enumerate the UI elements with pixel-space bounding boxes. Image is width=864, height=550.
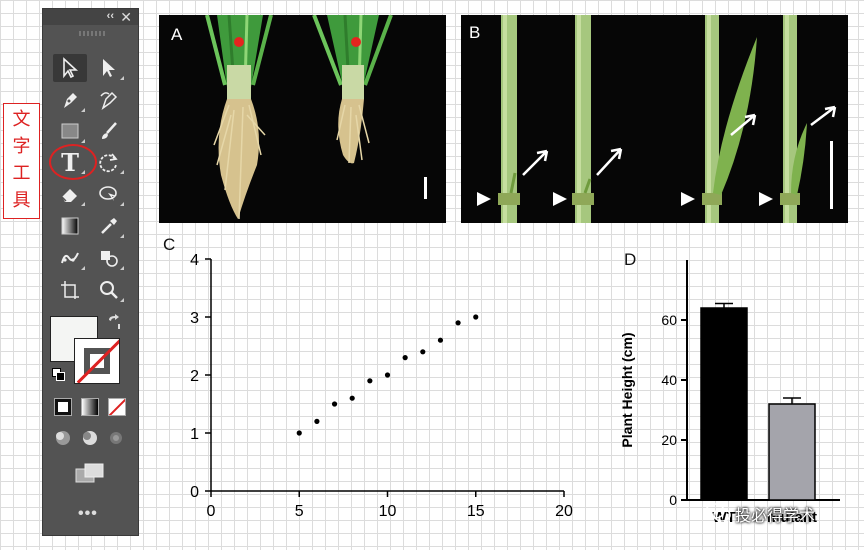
y-tick-label: 1 (190, 426, 199, 443)
pen-tool[interactable] (53, 86, 87, 114)
scatter-point (420, 349, 426, 355)
panel-grip-handle[interactable] (79, 31, 105, 36)
scatter-point (455, 320, 461, 326)
x-tick-label: 10 (379, 503, 397, 520)
scatter-point (296, 430, 302, 436)
y-axis-label: Plant Height (cm) (619, 332, 635, 447)
draw-inside-icon (110, 432, 122, 444)
eraser-icon (61, 189, 77, 202)
panel-a-photo: A (159, 15, 446, 223)
selection-tool[interactable] (53, 54, 87, 82)
direct-selection-tool[interactable] (92, 54, 126, 82)
paintbrush-tool[interactable] (92, 117, 126, 145)
brush-icon (102, 122, 117, 139)
y-tick-label: 4 (190, 252, 199, 269)
x-tick-label: 15 (467, 503, 485, 520)
scatter-point (367, 378, 373, 384)
puppet-warp-tool[interactable] (53, 244, 87, 272)
symbol-sprayer-tool[interactable] (92, 244, 126, 272)
none-mode-button[interactable] (108, 398, 126, 416)
curvature-pen-icon (100, 91, 118, 110)
magnifier-icon (100, 281, 118, 299)
default-colors-icon[interactable] (52, 368, 66, 382)
seedling-image (205, 15, 427, 220)
swap-fill-stroke-icon[interactable] (106, 314, 122, 330)
scatter-point (402, 355, 408, 361)
eraser-tool[interactable] (53, 180, 87, 208)
y-tick-label: 3 (190, 310, 199, 327)
pen-icon (64, 93, 77, 108)
color-mode-button[interactable] (54, 398, 72, 416)
y-tick-label: 2 (190, 368, 199, 385)
edit-toolbar-button[interactable]: ••• (78, 505, 98, 522)
scatter-plot: 0 1 2 3 4 0 5 10 15 20 (190, 252, 573, 520)
change-screen-mode-button[interactable] (74, 462, 106, 484)
arrow-icon (63, 57, 79, 79)
draw-inside-button[interactable] (106, 429, 126, 447)
scatter-point (331, 401, 338, 407)
zoom-tool[interactable] (92, 276, 126, 304)
annotation-label: 文字工具 (3, 103, 40, 219)
puppet-icon (61, 252, 79, 264)
draw-normal-button[interactable] (53, 429, 73, 447)
panel-c-scatter-chart: C 0 1 2 3 4 0 5 10 15 20 (159, 235, 579, 535)
eyedropper-icon (101, 218, 117, 234)
panel-d-bar-chart: D 0 20 40 60 Plant Height (cm) WT mutant (600, 250, 850, 540)
bar-wt (700, 307, 748, 501)
artboard-tool[interactable] (53, 276, 87, 304)
rotate-tool[interactable] (92, 148, 126, 176)
draw-behind-icon (83, 431, 97, 445)
collapse-panel-button[interactable]: ‹‹ (106, 10, 114, 22)
gradient-icon (61, 217, 79, 235)
screen-mode-icon (75, 463, 104, 483)
rotate-icon (99, 153, 118, 173)
close-panel-button[interactable]: ✕ (120, 9, 132, 25)
panel-a-letter: A (171, 25, 183, 44)
x-tick-label: 0 (207, 503, 216, 520)
watermark-text: 投必得学术 (735, 506, 816, 525)
scatter-point (437, 337, 444, 343)
stem-image (477, 15, 837, 223)
draw-normal-icon (56, 431, 70, 445)
watermark: 投必得学术 (705, 498, 850, 528)
y-tick-label: 40 (661, 372, 677, 388)
y-tick-label: 0 (190, 484, 199, 501)
panel-b-photo: B (461, 15, 848, 223)
tools-panel: ‹‹ ✕ (42, 8, 139, 536)
panel-title-bar: ‹‹ ✕ (43, 9, 138, 25)
draw-behind-button[interactable] (80, 429, 100, 447)
eyedropper-tool[interactable] (92, 212, 126, 240)
type-tool-highlight-ring (49, 144, 97, 180)
white-arrow-icon (103, 59, 115, 77)
x-tick-label: 20 (555, 503, 573, 520)
scatter-point (473, 314, 479, 320)
stroke-color-swatch[interactable] (74, 338, 120, 384)
y-tick-label: 60 (661, 312, 677, 328)
artboard-icon (61, 281, 79, 299)
scatter-point (384, 372, 391, 378)
scatter-point (314, 418, 320, 424)
panel-b-letter: B (469, 23, 481, 42)
wechat-icon (705, 503, 731, 522)
curvature-tool[interactable] (92, 86, 126, 114)
rectangle-icon (61, 123, 79, 139)
panel-c-letter: C (163, 235, 176, 254)
y-tick-label: 20 (661, 432, 677, 448)
panel-d-letter: D (624, 250, 637, 269)
shape-builder-tool[interactable] (92, 180, 126, 208)
bar-mutant (768, 403, 816, 501)
x-tick-label: 5 (295, 503, 304, 520)
y-tick-label: 0 (669, 492, 677, 508)
swap-arrow-icon (109, 314, 120, 329)
x-tick-label: mutant (767, 509, 817, 526)
lasso-icon (99, 186, 117, 201)
symbol-icon (101, 251, 118, 267)
gradient-mode-button[interactable] (81, 398, 99, 416)
gradient-tool[interactable] (53, 212, 87, 240)
scatter-point (349, 395, 355, 401)
rectangle-tool[interactable] (53, 117, 87, 145)
